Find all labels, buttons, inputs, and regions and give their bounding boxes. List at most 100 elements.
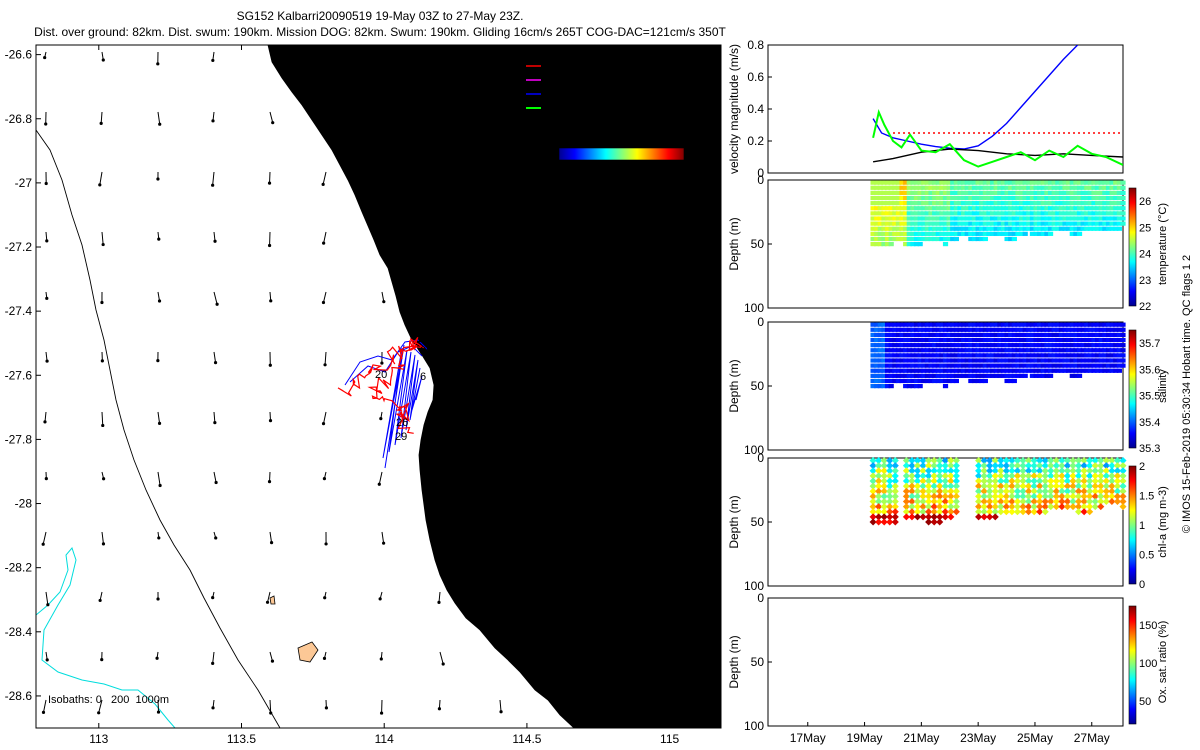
profile-marker (1102, 185, 1108, 190)
profile-marker (961, 231, 967, 236)
profile-marker (1058, 221, 1065, 226)
profile-marker (1120, 327, 1126, 332)
profile-marker (1080, 343, 1086, 348)
profile-marker (982, 180, 988, 185)
profile-marker (964, 226, 970, 231)
profile-marker (870, 180, 876, 185)
chla-marker (875, 497, 883, 506)
profile-marker (971, 180, 978, 185)
profile-marker (975, 221, 981, 226)
current-arrow (212, 171, 215, 186)
profile-marker (1018, 211, 1025, 216)
profile-marker (1116, 226, 1122, 231)
profile-marker (924, 231, 931, 236)
profile-marker (888, 236, 894, 242)
profile-marker (935, 368, 941, 373)
profile-marker (953, 211, 959, 216)
profile-marker (913, 231, 920, 236)
profile-marker (982, 221, 988, 226)
current-arrow-head (45, 658, 49, 662)
profile-marker (1084, 337, 1090, 343)
profile-marker (997, 327, 1003, 332)
chla-marker (941, 487, 949, 495)
current-arrow (439, 651, 444, 665)
profile-marker (1004, 206, 1010, 211)
profile-marker (1047, 226, 1054, 231)
profile-marker (1011, 343, 1017, 348)
profile-marker (888, 343, 894, 348)
chla-marker (930, 487, 938, 495)
profile-marker (990, 185, 996, 190)
profile-marker (1069, 180, 1075, 185)
profile-marker (953, 322, 959, 327)
chla-marker (913, 462, 922, 470)
profile-marker (942, 332, 949, 337)
profile-marker (993, 358, 999, 363)
profile-marker (921, 337, 927, 343)
profile-marker (961, 211, 967, 216)
profile-marker (1058, 226, 1065, 231)
profile-marker (913, 363, 920, 368)
current-arrow-head (41, 542, 45, 546)
profile-marker (1055, 348, 1061, 353)
profile-marker (935, 211, 941, 216)
chla-marker (991, 457, 999, 465)
profile-marker (1033, 201, 1039, 206)
chla-marker (1008, 457, 1016, 465)
depth-axis-label: Depth (m) (727, 495, 741, 548)
chla-marker (869, 518, 877, 526)
profile-marker (990, 373, 996, 378)
profile-marker (946, 373, 952, 378)
profile-marker (895, 337, 902, 343)
chla-marker (886, 518, 894, 526)
profile-marker (884, 322, 891, 327)
profile-marker (986, 231, 992, 236)
profile-marker (1102, 206, 1108, 211)
profile-marker (1091, 211, 1097, 216)
profile-marker (888, 206, 894, 211)
profile-marker (1040, 190, 1046, 195)
chla-marker (952, 497, 960, 506)
profile-marker (1037, 373, 1043, 378)
chla-marker (936, 477, 944, 485)
profile-marker (928, 358, 934, 363)
legend-net: net glider velocity (546, 101, 639, 115)
profile-marker (932, 216, 938, 221)
profile-marker (939, 211, 945, 216)
profile-marker (906, 226, 912, 231)
profile-marker (874, 216, 880, 221)
profile-marker (932, 211, 938, 216)
profile-marker (928, 195, 934, 201)
profile-marker (921, 332, 927, 337)
profile-marker (946, 332, 952, 337)
profile-marker (1029, 363, 1036, 368)
profile-marker (913, 327, 920, 332)
profile-marker (1044, 353, 1050, 358)
profile-marker (895, 358, 902, 363)
profile-marker (1109, 226, 1115, 231)
profile-marker (917, 358, 923, 363)
chla-marker (991, 477, 999, 485)
profile-marker (1037, 226, 1043, 231)
profile-marker (1105, 195, 1112, 201)
profile-marker (1073, 216, 1079, 221)
profile-marker (1102, 322, 1108, 327)
colorbar-tick-label: 150 (1139, 620, 1157, 632)
profile-marker (899, 190, 905, 195)
profile-marker (906, 180, 912, 185)
profile-marker (1015, 195, 1021, 201)
profile-marker (1022, 211, 1028, 216)
colorbar-tick-label: 35.6 (1139, 364, 1160, 376)
profile-marker (924, 190, 931, 195)
profile-marker (1008, 231, 1014, 236)
profile-marker (957, 185, 963, 190)
profile-marker (979, 373, 985, 378)
profile-marker (1044, 348, 1050, 353)
current-arrow (323, 411, 327, 424)
profile-marker (1051, 185, 1057, 190)
profile-marker (1098, 358, 1104, 363)
chla-marker (1013, 487, 1022, 495)
current-arrow-head (158, 483, 162, 488)
profile-marker (924, 327, 931, 332)
chla-marker (1013, 472, 1022, 480)
